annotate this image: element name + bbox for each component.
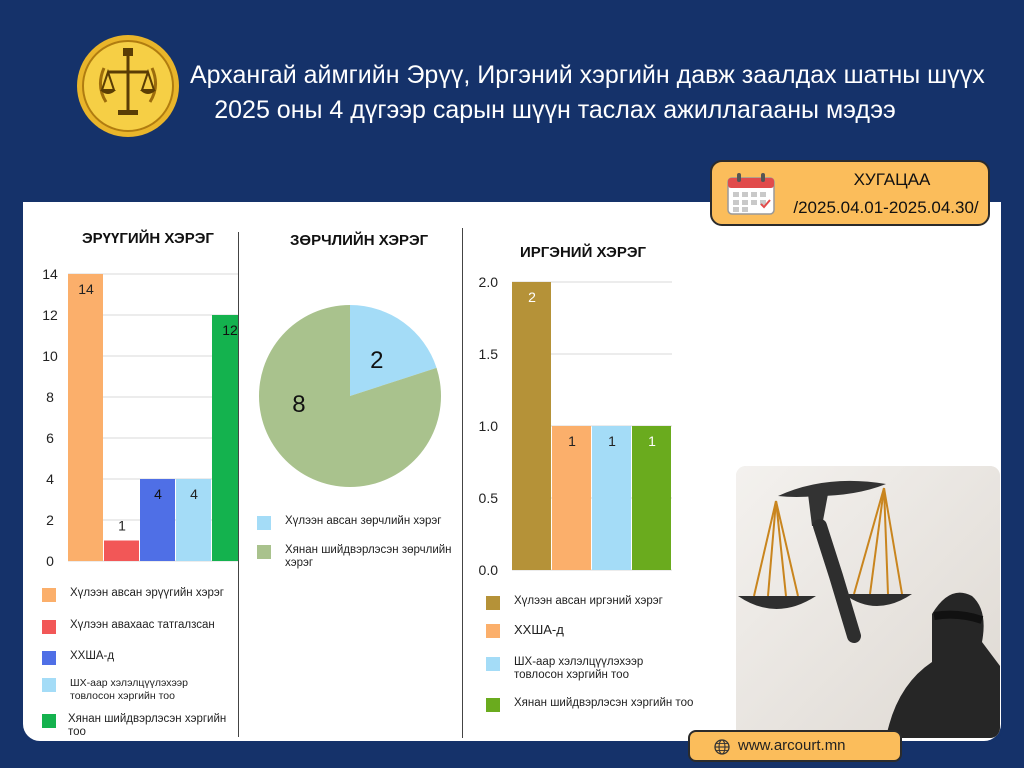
period-label: ХУГАЦАА: [853, 170, 931, 189]
legend-label: Хянан шийдвэрлэсэн хэргийн тоо: [514, 697, 694, 709]
data-label: 2: [528, 289, 536, 305]
legend-item-civil-khkhsha: ХХША-д: [486, 623, 706, 638]
bar: [140, 479, 175, 561]
legend-item-violation-received: Хүлээн авсан зөрчлийн хэрэг: [257, 515, 457, 530]
legend-item-civil-received: Хүлээн авсан иргэний хэрэг: [486, 595, 706, 610]
legend-item-criminal-resolved: Хянан шийдвэрлэсэн хэргийн тоо: [42, 713, 238, 739]
legend-swatch: [42, 620, 56, 634]
y-tick-label: 8: [46, 389, 54, 405]
data-label: 14: [78, 281, 94, 297]
period-badge: ХУГАЦАА /2025.04.01-2025.04.30/: [710, 160, 990, 226]
website-link[interactable]: www.arcourt.mn: [688, 730, 902, 762]
data-label: 4: [190, 486, 198, 502]
website-url: www.arcourt.mn: [738, 737, 846, 754]
divider-2: [462, 228, 463, 738]
legend-swatch: [486, 657, 500, 671]
legend-swatch: [486, 596, 500, 610]
page-title: Архангай аймгийн Эрүү, Иргэний хэргийн д…: [190, 58, 985, 128]
y-tick-label: 2: [46, 512, 54, 528]
legend-label: ХХША-д: [514, 622, 564, 637]
title-line-2: 2025 оны 4 дүгээр сарын шүүн таслах ажил…: [214, 96, 896, 124]
y-tick-label: 0.5: [479, 490, 499, 506]
civil-bar-chart: 0.0 0.5 1.0 1.5 2.0 2 1 1 1: [479, 274, 672, 578]
y-tick-label: 2.0: [479, 274, 499, 290]
scales-of-justice-icon: [736, 466, 1000, 738]
chart-title-criminal: ЭРҮҮГИЙН ХЭРЭГ: [82, 230, 214, 247]
y-tick-label: 0.0: [479, 562, 499, 578]
justice-statue-photo: [736, 466, 1000, 738]
pie-slice: [350, 305, 437, 396]
data-label: 1: [568, 433, 576, 449]
legend-label: ШХ-аар хэлэлцүүлэхээр товлосон хэргийн т…: [70, 677, 189, 702]
globe-icon: [714, 739, 730, 755]
bar: [632, 426, 671, 570]
y-tick-label: 0: [46, 553, 54, 569]
legend-swatch: [42, 678, 56, 692]
legend-item-civil-resolved: Хянан шийдвэрлэсэн хэргийн тоо: [486, 697, 706, 712]
legend-label: Хүлээн авсан зөрчлийн хэрэг: [285, 515, 442, 527]
data-label: 4: [154, 486, 162, 502]
legend-label: Хүлээн авахаас татгалзсан: [70, 619, 215, 631]
chart-title-civil: ИРГЭНИЙ ХЭРЭГ: [520, 244, 647, 261]
violation-pie-chart: 28: [259, 305, 441, 487]
data-label: 12: [222, 322, 238, 338]
legend-swatch: [42, 588, 56, 602]
legend-item-civil-scheduled: ШХ-аар хэлэлцүүлэхээр товлосон хэргийн т…: [486, 656, 706, 682]
y-tick-label: 4: [46, 471, 54, 487]
slice-label: 2: [370, 347, 383, 374]
legend-swatch: [42, 714, 56, 728]
bar: [212, 315, 238, 561]
legend-label: ХХША-д: [70, 650, 115, 662]
y-tick-label: 10: [42, 348, 58, 364]
legend-swatch: [486, 624, 500, 638]
y-tick-label: 14: [42, 266, 58, 282]
period-range: /2025.04.01-2025.04.30/: [793, 198, 979, 217]
legend-label: Хүлээн авсан эрүүгийн хэрэг: [70, 587, 224, 599]
legend-item-criminal-scheduled: ШХ-аар хэлэлцүүлэхээр товлосон хэргийн т…: [42, 677, 232, 703]
pie-slice: [259, 305, 441, 487]
slice-label: 8: [292, 391, 305, 418]
calendar-icon: [727, 173, 775, 215]
legend-swatch: [257, 516, 271, 530]
data-label: 1: [648, 433, 656, 449]
divider-1: [238, 232, 239, 737]
legend-swatch: [42, 651, 56, 665]
header-banner: Архангай аймгийн Эрүү, Иргэний хэргийн д…: [0, 0, 1024, 200]
title-line-1: Архангай аймгийн Эрүү, Иргэний хэргийн д…: [190, 61, 985, 89]
y-tick-label: 1.5: [479, 346, 499, 362]
legend-item-violation-resolved: Хянан шийдвэрлэсэн зөрчлийн хэрэг: [257, 544, 457, 570]
y-tick-label: 1.0: [479, 418, 499, 434]
bar: [68, 274, 103, 561]
legend-item-criminal-khkhsha: ХХША-д: [42, 650, 232, 665]
bar: [176, 479, 211, 561]
y-tick-label: 6: [46, 430, 54, 446]
court-emblem-icon: [77, 35, 179, 137]
bar: [104, 540, 139, 561]
legend-swatch: [257, 545, 271, 559]
legend-item-criminal-refused: Хүлээн авахаас татгалзсан: [42, 619, 232, 634]
chart-title-violation: ЗӨРЧЛИЙН ХЭРЭГ: [290, 232, 429, 249]
legend-swatch: [486, 698, 500, 712]
legend-label: Хүлээн авсан иргэний хэрэг: [514, 595, 663, 607]
legend-label: ШХ-аар хэлэлцүүлэхээр товлосон хэргийн т…: [514, 656, 644, 681]
bar: [592, 426, 631, 570]
legend-item-criminal-received: Хүлээн авсан эрүүгийн хэрэг: [42, 587, 232, 602]
legend-label: Хянан шийдвэрлэсэн хэргийн тоо: [68, 713, 227, 738]
bar: [512, 282, 551, 570]
y-tick-label: 12: [42, 307, 58, 323]
bar: [552, 426, 591, 570]
data-label: 1: [608, 433, 616, 449]
data-label: 1: [118, 518, 126, 534]
legend-label: Хянан шийдвэрлэсэн зөрчлийн хэрэг: [285, 544, 452, 569]
